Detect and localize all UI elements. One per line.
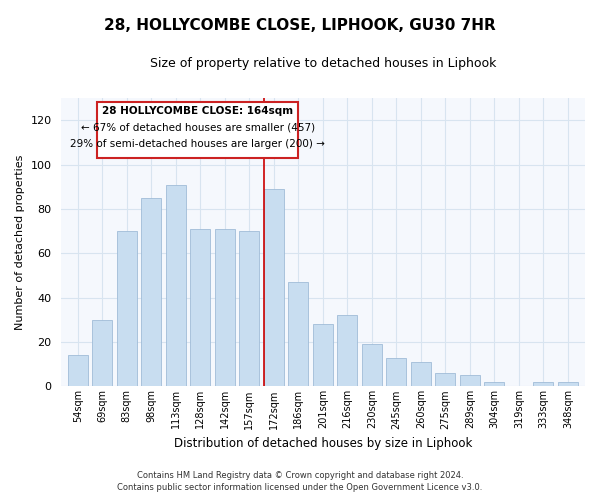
Bar xyxy=(436,373,455,386)
Bar xyxy=(533,382,553,386)
Bar xyxy=(166,184,186,386)
Bar xyxy=(362,344,382,387)
Y-axis label: Number of detached properties: Number of detached properties xyxy=(15,154,25,330)
Text: 28, HOLLYCOMBE CLOSE, LIPHOOK, GU30 7HR: 28, HOLLYCOMBE CLOSE, LIPHOOK, GU30 7HR xyxy=(104,18,496,32)
Bar xyxy=(558,382,578,386)
Bar xyxy=(411,362,431,386)
Bar xyxy=(239,231,259,386)
Text: ← 67% of detached houses are smaller (457): ← 67% of detached houses are smaller (45… xyxy=(81,122,315,132)
Bar xyxy=(484,382,505,386)
Bar xyxy=(337,316,358,386)
Title: Size of property relative to detached houses in Liphook: Size of property relative to detached ho… xyxy=(149,58,496,70)
Bar xyxy=(460,376,480,386)
FancyBboxPatch shape xyxy=(97,102,298,158)
Bar xyxy=(190,229,211,386)
Bar xyxy=(313,324,333,386)
Text: 28 HOLLYCOMBE CLOSE: 164sqm: 28 HOLLYCOMBE CLOSE: 164sqm xyxy=(103,106,293,116)
Bar xyxy=(289,282,308,387)
Bar xyxy=(215,229,235,386)
Text: 29% of semi-detached houses are larger (200) →: 29% of semi-detached houses are larger (… xyxy=(70,139,325,149)
Bar xyxy=(264,189,284,386)
Text: Contains HM Land Registry data © Crown copyright and database right 2024.
Contai: Contains HM Land Registry data © Crown c… xyxy=(118,471,482,492)
Bar xyxy=(68,356,88,386)
Bar xyxy=(117,231,137,386)
X-axis label: Distribution of detached houses by size in Liphook: Distribution of detached houses by size … xyxy=(173,437,472,450)
Bar xyxy=(386,358,406,386)
Bar xyxy=(92,320,112,386)
Bar xyxy=(142,198,161,386)
